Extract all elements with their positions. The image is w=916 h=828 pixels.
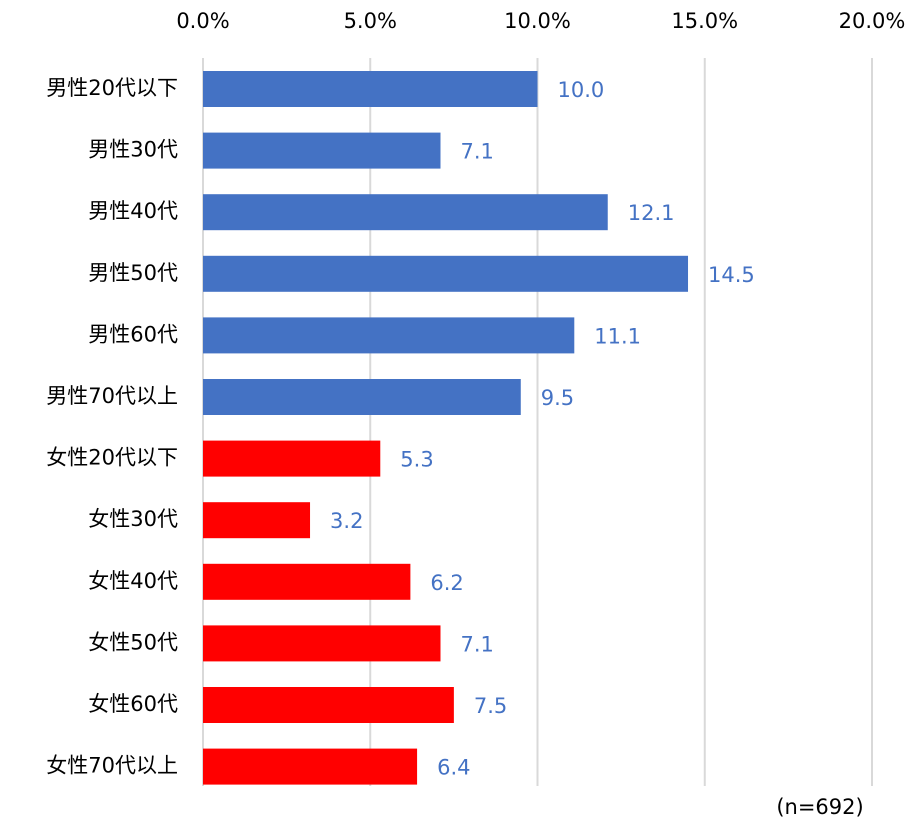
bar <box>203 502 311 539</box>
value-label: 12.1 <box>628 201 675 225</box>
bar <box>203 687 454 723</box>
y-tick-label: 男性40代 <box>88 199 178 223</box>
bar <box>203 255 689 292</box>
value-label: 11.1 <box>594 324 641 348</box>
y-tick-label: 女性50代 <box>88 630 178 654</box>
x-tick-label: 5.0% <box>344 9 397 33</box>
bar <box>203 71 538 107</box>
x-tick-label: 10.0% <box>504 9 571 33</box>
y-tick-label: 女性30代 <box>88 507 178 531</box>
y-tick-label: 男性20代以下 <box>46 76 178 100</box>
x-tick-label: 20.0% <box>839 9 906 33</box>
bar <box>203 379 521 415</box>
value-label: 6.2 <box>430 571 463 595</box>
x-tick-label: 0.0% <box>176 9 229 33</box>
value-label: 14.5 <box>708 263 755 287</box>
bar <box>203 317 575 354</box>
bar <box>203 132 441 169</box>
value-label: 6.4 <box>437 756 470 780</box>
bar <box>203 440 381 477</box>
y-tick-label: 女性70代以上 <box>46 754 178 778</box>
y-tick-label: 男性70代以上 <box>46 384 178 408</box>
bar <box>203 563 411 600</box>
y-tick-label: 女性20代以下 <box>46 446 178 470</box>
bar <box>203 194 608 231</box>
y-tick-label: 男性30代 <box>88 138 178 162</box>
y-tick-label: 男性50代 <box>88 261 178 285</box>
sample-note: (n=692) <box>776 795 863 819</box>
y-tick-label: 女性60代 <box>88 692 178 716</box>
bar <box>203 625 441 662</box>
y-tick-label: 男性60代 <box>88 322 178 346</box>
value-label: 9.5 <box>541 386 574 410</box>
x-tick-label: 15.0% <box>671 9 738 33</box>
value-label: 7.1 <box>460 632 493 656</box>
value-label: 7.5 <box>474 694 507 718</box>
value-label: 7.1 <box>460 140 493 164</box>
value-label: 5.3 <box>400 448 433 472</box>
value-label: 3.2 <box>330 509 363 533</box>
bar <box>203 748 418 785</box>
y-tick-label: 女性40代 <box>88 569 178 593</box>
value-label: 10.0 <box>558 78 605 102</box>
